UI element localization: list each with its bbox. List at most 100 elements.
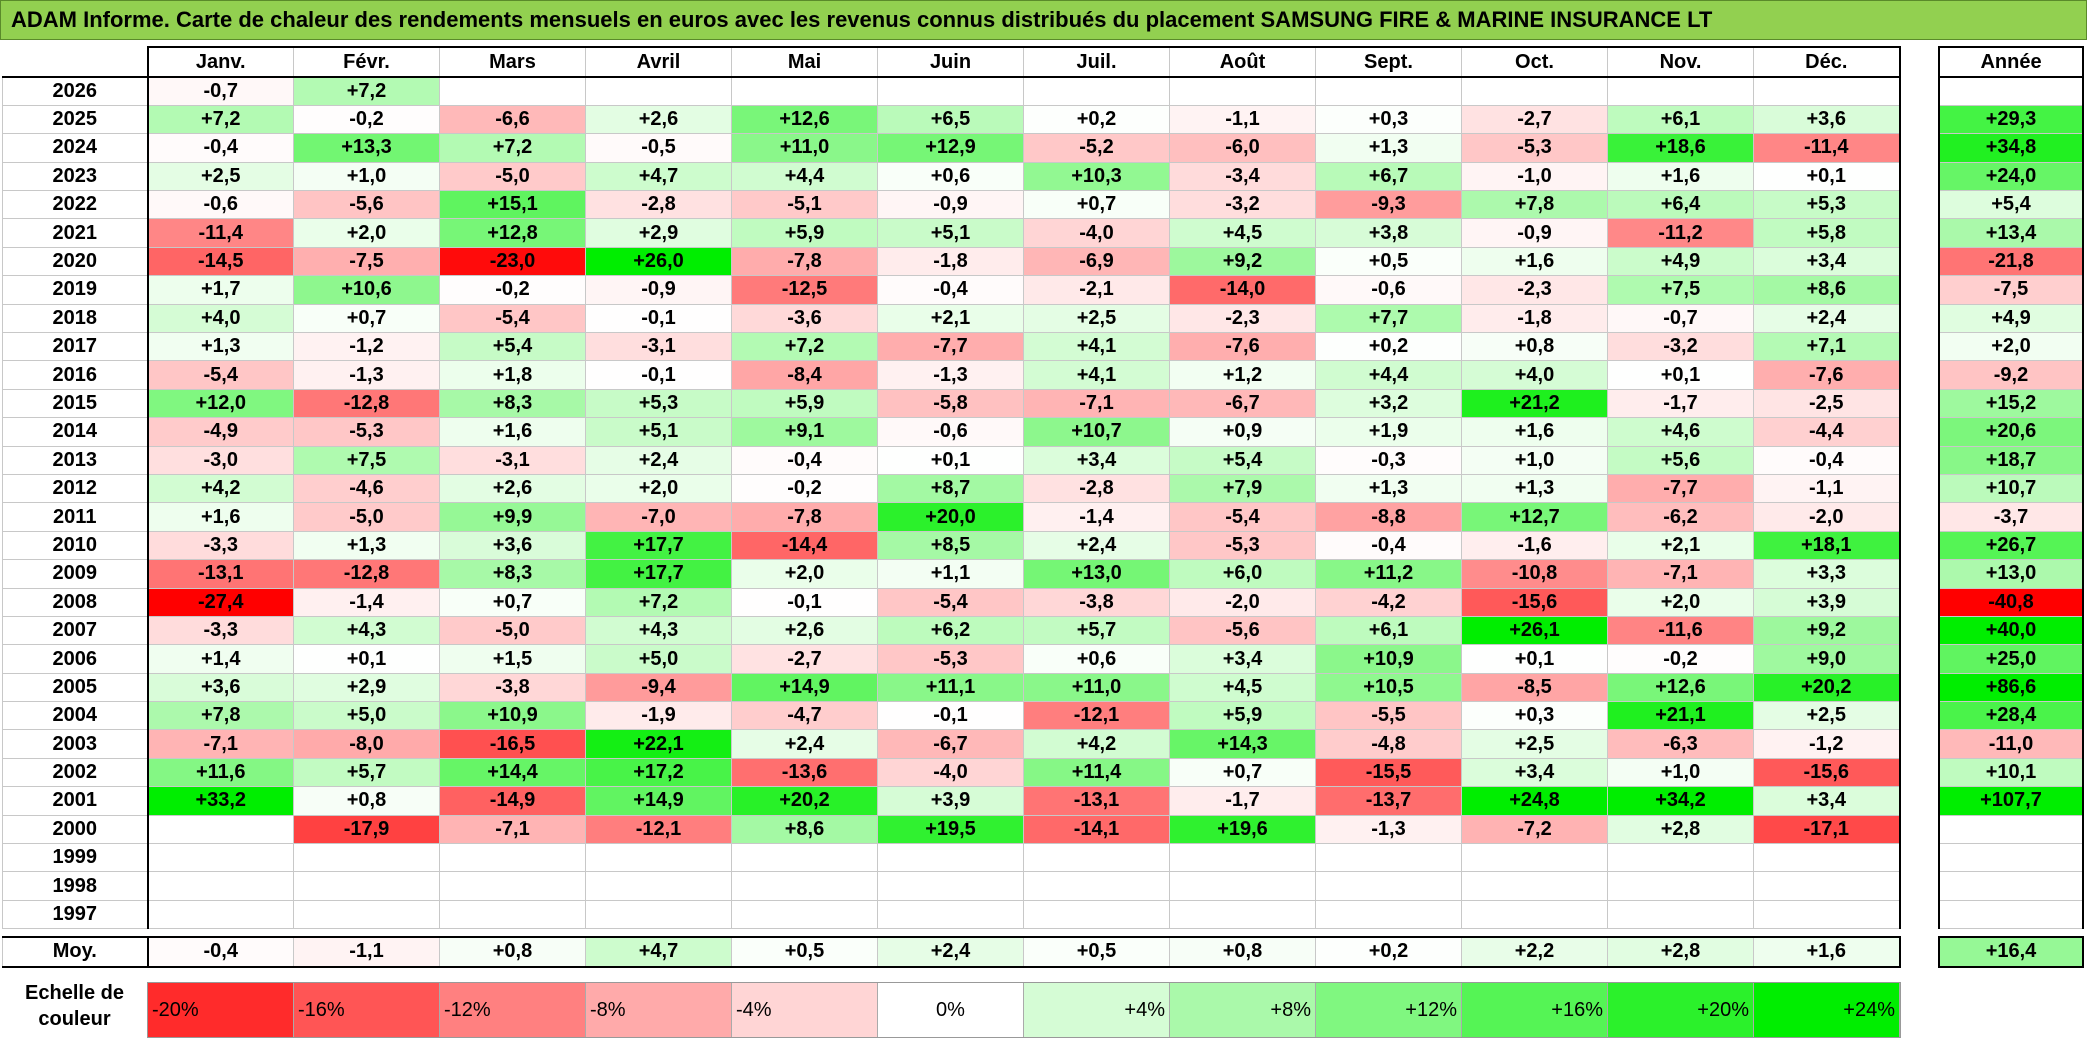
heatmap-cell: +9,0	[1753, 644, 1901, 674]
heatmap-cell: -6,0	[1169, 133, 1316, 163]
heatmap-cell: +4,3	[585, 615, 732, 646]
heatmap-cell: +0,1	[1753, 161, 1901, 192]
heatmap-cell: -6,7	[1169, 388, 1316, 419]
heatmap-cell: -7,1	[1607, 559, 1754, 589]
heatmap-cell: -12,8	[293, 559, 440, 589]
heatmap-cell: +7,2	[293, 76, 440, 106]
heatmap-cell: -14,1	[1023, 814, 1170, 845]
table-row: 2026 -0,7 +7,2	[2, 76, 1901, 106]
heatmap-cell: +4,1	[1023, 332, 1170, 362]
month-header: Août	[1169, 46, 1316, 78]
heatmap-cell: +7,5	[1607, 275, 1754, 305]
heatmap-cell: +7,2	[585, 587, 732, 617]
heatmap-cell: +8,7	[877, 473, 1024, 504]
annual-cell: -3,7	[1938, 502, 2084, 532]
heatmap-cell	[293, 871, 440, 901]
heatmap-cell: -0,3	[1315, 445, 1462, 475]
annual-cell: -9,2	[1938, 360, 2084, 390]
heatmap-cell: +26,0	[585, 246, 732, 277]
heatmap-cell: +14,3	[1169, 729, 1316, 759]
heatmap-cell	[1169, 843, 1316, 873]
heatmap-cell: -1,3	[877, 360, 1024, 390]
heatmap-cell: +11,1	[877, 672, 1024, 703]
heatmap-cell: +2,0	[731, 559, 878, 589]
heatmap-cell: +1,3	[146, 332, 294, 362]
table-row: 2012 +4,2 -4,6 +2,6 +2,0 -0,2 +8,7 -2,8 +7,9 +1,3…	[2, 473, 1901, 504]
heatmap-cell: -15,6	[1753, 757, 1901, 788]
heatmap-cell: +1,7	[146, 275, 294, 305]
heatmap-cell: +34,2	[1607, 786, 1754, 816]
heatmap-cell: -15,6	[1461, 587, 1608, 617]
table-row: 2024 -0,4 +13,3 +7,2 -0,5 +11,0 +12,9 -5,2 -6,0 +…	[2, 133, 1901, 163]
year-label: 2003	[2, 729, 148, 759]
heatmap-cell: +7,7	[1315, 303, 1462, 334]
average-cell: +1,6	[1753, 935, 1901, 968]
heatmap-cell: +3,4	[1753, 786, 1901, 816]
heatmap-cell: +0,9	[1169, 417, 1316, 447]
heatmap-cell: +5,7	[1023, 615, 1170, 646]
heatmap-cell	[1169, 899, 1316, 930]
annual-cell: +15,2	[1938, 388, 2084, 419]
annual-cell: +25,0	[1938, 644, 2084, 674]
year-label: 2000	[2, 814, 148, 845]
heatmap-cell: +0,2	[1315, 332, 1462, 362]
year-label: 2024	[2, 133, 148, 163]
heatmap-cell: +11,4	[1023, 757, 1170, 788]
heatmap-cell: +1,6	[1607, 161, 1754, 192]
heatmap-cell: -6,2	[1607, 502, 1754, 532]
heatmap-cell	[439, 843, 586, 873]
annual-cell: +86,6	[1938, 672, 2084, 703]
heatmap-cell: -1,4	[293, 587, 440, 617]
heatmap-cell: +1,0	[1461, 445, 1608, 475]
heatmap-cell: +6,1	[1315, 615, 1462, 646]
heatmap-cell: +26,1	[1461, 615, 1608, 646]
annual-cell: +5,4	[1938, 190, 2084, 220]
table-row: 2007 -3,3 +4,3 -5,0 +4,3 +2,6 +6,2 +5,7 -5,6 +6,1…	[2, 615, 1901, 646]
heatmap-cell: +20,2	[1753, 672, 1901, 703]
heatmap-cell: +20,0	[877, 502, 1024, 532]
heatmap-cell: +3,4	[1023, 445, 1170, 475]
heatmap-cell	[1461, 871, 1608, 901]
annual-header: Année	[1938, 46, 2084, 78]
average-cell: +2,2	[1461, 935, 1608, 968]
heatmap-cell: +17,7	[585, 559, 732, 589]
annual-cell	[1938, 843, 2084, 873]
heatmap-cell	[585, 76, 732, 106]
heatmap-cell: -11,4	[1753, 133, 1901, 163]
heatmap-cell: +6,7	[1315, 161, 1462, 192]
heatmap-cell: -13,6	[731, 757, 878, 788]
heatmap-cell: +3,2	[1315, 388, 1462, 419]
table-row: 2018 +4,0 +0,7 -5,4 -0,1 -3,6 +2,1 +2,5 -2,3 +7,7…	[2, 303, 1901, 334]
heatmap-cell: +9,9	[439, 502, 586, 532]
heatmap-cell: -14,4	[731, 530, 878, 561]
heatmap-cell: -12,5	[731, 275, 878, 305]
heatmap-cell	[1753, 76, 1901, 106]
heatmap-cell: -12,8	[293, 388, 440, 419]
heatmap-cell	[1169, 871, 1316, 901]
heatmap-cell: -5,1	[731, 190, 878, 220]
year-label: 2019	[2, 275, 148, 305]
year-label: 2006	[2, 644, 148, 674]
heatmap-cell: +0,1	[1607, 360, 1754, 390]
average-label: Moy.	[2, 935, 148, 968]
average-cell: +2,4	[877, 935, 1024, 968]
heatmap-cell: -4,0	[1023, 218, 1170, 248]
heatmap-cell: +0,8	[293, 786, 440, 816]
heatmap-cell: -0,4	[731, 445, 878, 475]
heatmap-cell: -14,5	[146, 246, 294, 277]
heatmap-cell	[1023, 899, 1170, 930]
heatmap-cell: +12,8	[439, 218, 586, 248]
heatmap-cell: +6,1	[1607, 104, 1754, 135]
table-row: 2004 +7,8 +5,0 +10,9 -1,9 -4,7 -0,1 -12,1 +5,9 -5…	[2, 701, 1901, 731]
heatmap-cell: -4,9	[146, 417, 294, 447]
table-row: 2013 -3,0 +7,5 -3,1 +2,4 -0,4 +0,1 +3,4 +5,4 -0,3…	[2, 445, 1901, 475]
heatmap-cell: +8,6	[1753, 275, 1901, 305]
table-row: 2022 -0,6 -5,6 +15,1 -2,8 -5,1 -0,9 +0,7 -3,2 -9,…	[2, 190, 1901, 220]
heatmap-cell: -0,4	[1315, 530, 1462, 561]
heatmap-cell: +5,1	[877, 218, 1024, 248]
table-row: 2011 +1,6 -5,0 +9,9 -7,0 -7,8 +20,0 -1,4 -5,4 -8,…	[2, 502, 1901, 532]
heatmap-cell: -4,8	[1315, 729, 1462, 759]
heatmap-cell: +1,5	[439, 644, 586, 674]
heatmap-cell: -14,0	[1169, 275, 1316, 305]
